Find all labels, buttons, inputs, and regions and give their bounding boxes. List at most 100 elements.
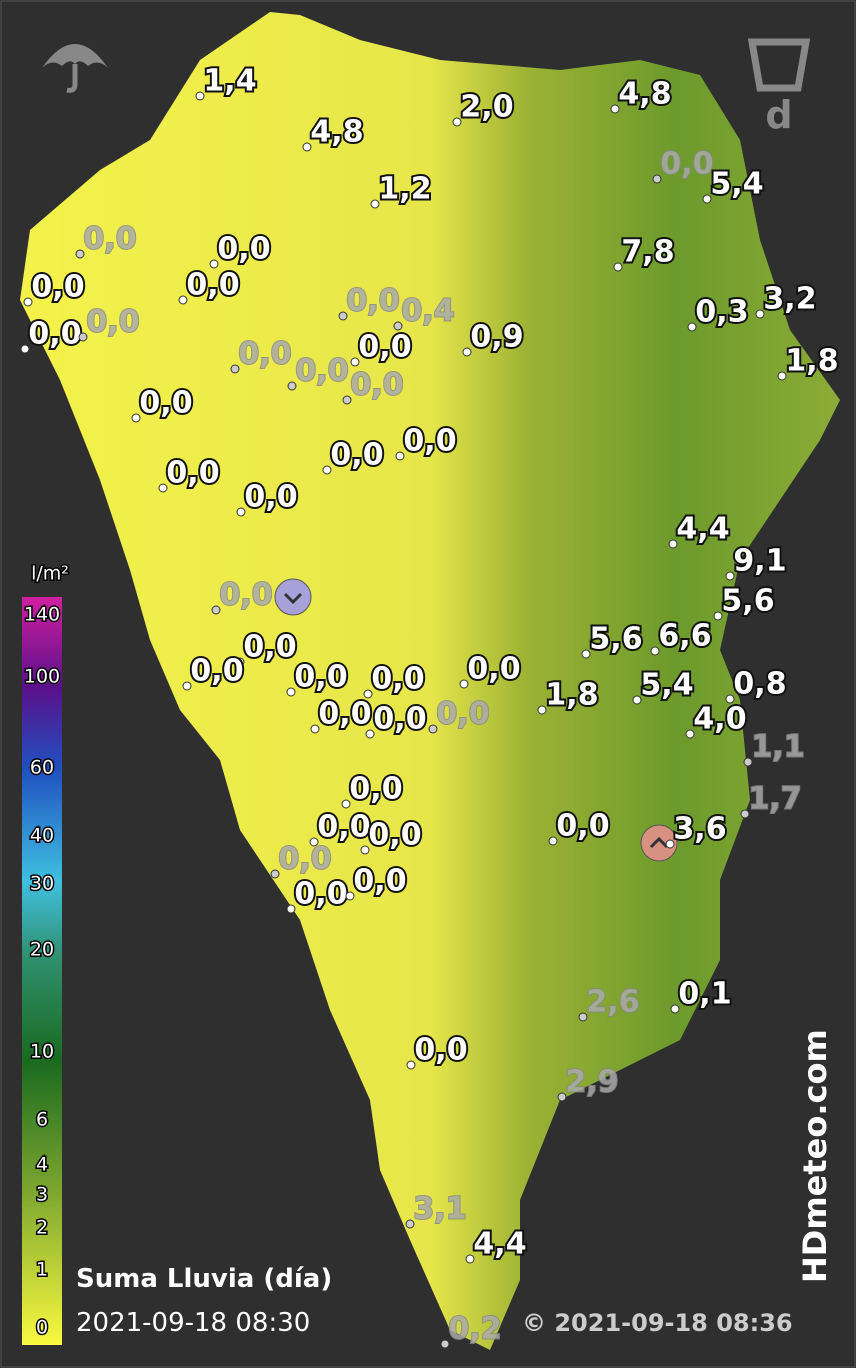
station-dot: [650, 646, 660, 656]
legend-tick: 140: [24, 604, 60, 626]
station-value: 0,0: [373, 702, 426, 737]
station-dot: [230, 364, 240, 374]
station-value: 4,0: [693, 702, 746, 737]
station-dot: [578, 1012, 588, 1022]
station-value: 0,9: [470, 320, 523, 355]
station-dot: [182, 681, 192, 691]
station-value: 4,4: [676, 512, 729, 547]
umbrella-icon[interactable]: [42, 44, 108, 93]
station-dot: [78, 332, 88, 342]
station-value: 2,0: [460, 90, 513, 125]
station-value: 0,0: [86, 305, 139, 340]
station-value: 0,0: [436, 697, 489, 732]
station-dot: [743, 757, 753, 767]
station-value: 0,0: [83, 222, 136, 257]
station-dot: [393, 321, 403, 331]
station-dot: [632, 695, 642, 705]
station-dot: [581, 649, 591, 659]
station-value: 0,0: [238, 337, 291, 372]
station-dot: [755, 309, 765, 319]
station-dot: [23, 297, 33, 307]
station-dot: [395, 451, 405, 461]
station-value: 0,0: [414, 1033, 467, 1068]
station-value: 5,6: [589, 622, 642, 657]
station-dot: [740, 809, 750, 819]
station-dot: [459, 679, 469, 689]
station-value: 4,4: [473, 1227, 526, 1262]
station-dot: [20, 344, 30, 354]
station-dot: [462, 347, 472, 357]
brand: HDmeteo.com: [796, 1029, 834, 1283]
period: d: [765, 93, 792, 137]
station-value: 0,0: [660, 147, 713, 182]
station-value: 0,0: [190, 654, 243, 689]
station-value: 0,0: [28, 317, 81, 352]
station-value: 0,0: [371, 662, 424, 697]
station-dot: [610, 104, 620, 114]
station-value: 3,2: [763, 282, 816, 317]
station-dot: [665, 839, 675, 849]
station-value: 0,0: [467, 652, 520, 687]
station-dot: [363, 689, 373, 699]
station-value: 0,8: [733, 667, 786, 702]
copyright: © 2021-09-18 08:36: [522, 1309, 793, 1337]
station-dot: [178, 295, 188, 305]
legend-tick: 1: [36, 1259, 48, 1281]
legend-tick: 4: [36, 1154, 48, 1176]
station-value: 5,4: [710, 167, 763, 202]
station-value: 1,4: [203, 64, 256, 99]
station-dot: [440, 1339, 450, 1349]
station-value: 0,4: [401, 294, 454, 329]
station-dot: [406, 1060, 416, 1070]
station-value: 0,1: [678, 977, 731, 1012]
station-dot: [302, 142, 312, 152]
legend-tick: 40: [30, 825, 54, 847]
station-dot: [211, 605, 221, 615]
station-value: 0,0: [330, 438, 383, 473]
station-value: 0,0: [346, 284, 399, 319]
min-marker: [274, 578, 312, 616]
station-dot: [713, 611, 723, 621]
station-value: 9,1: [733, 544, 786, 579]
station-value: 2,6: [586, 985, 639, 1020]
legend-tick: 10: [30, 1041, 54, 1063]
station-value: 1,7: [748, 782, 801, 817]
station-dot: [209, 259, 219, 269]
station-value: 0,0: [186, 268, 239, 303]
station-dot: [195, 91, 205, 101]
station-value: 0,3: [695, 295, 748, 330]
station-dot: [670, 1004, 680, 1014]
station-dot: [668, 539, 678, 549]
station-dot: [236, 507, 246, 517]
station-value: 0,0: [556, 809, 609, 844]
station-dot: [158, 483, 168, 493]
station-dot: [342, 395, 352, 405]
station-value: 0,0: [219, 578, 272, 613]
station-dot: [405, 1219, 415, 1229]
station-value: 0,0: [318, 697, 371, 732]
station-value: 1,1: [751, 730, 804, 765]
period-icon[interactable]: d: [747, 38, 811, 137]
station-dot: [365, 729, 375, 739]
station-dot: [428, 724, 438, 734]
station-value: 0,0: [217, 232, 270, 267]
legend-tick: 3: [36, 1184, 48, 1206]
station-dot: [652, 174, 662, 184]
station-dot: [777, 371, 787, 381]
max-marker: [640, 824, 678, 862]
legend-tick: 20: [30, 939, 54, 961]
station-value: 0,0: [244, 480, 297, 515]
station-value: 1,2: [378, 172, 431, 207]
station-value: 0,0: [139, 386, 192, 421]
time: 2021-09-18 08:30: [76, 1308, 310, 1338]
legend-tick: 30: [30, 873, 54, 895]
legend-tick: 60: [30, 757, 54, 779]
station-value: 7,8: [621, 235, 674, 270]
station-value: 0,0: [403, 424, 456, 459]
station-dot: [286, 904, 296, 914]
station-value: 0,0: [368, 818, 421, 853]
station-value: 2,9: [565, 1065, 618, 1100]
station-value: 3,6: [673, 812, 726, 847]
station-value: 0,0: [166, 456, 219, 491]
